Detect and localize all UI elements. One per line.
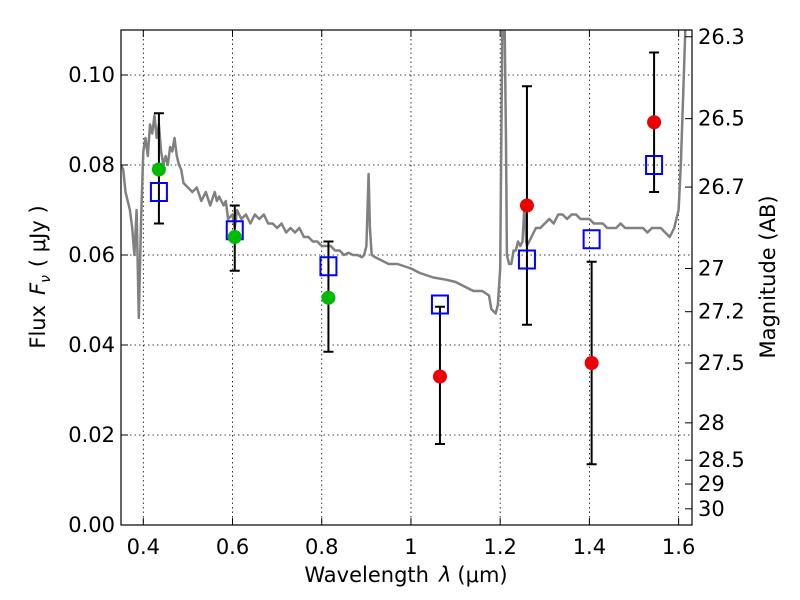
y2-tick-label: 27: [698, 257, 725, 281]
x-tick-label: 1: [404, 535, 417, 559]
y2-tick-label: 26.3: [698, 25, 745, 49]
y2-tick-label: 29: [698, 472, 725, 496]
y2-tick-label: 30: [698, 497, 725, 521]
green-point: [151, 162, 166, 177]
red-point: [584, 356, 599, 370]
x-tick-label: 1.2: [483, 535, 516, 559]
data-layer: [121, 30, 687, 466]
y-tick-label: 0.02: [68, 423, 115, 447]
x-tick-label: 1.4: [573, 535, 606, 559]
red-point: [647, 115, 662, 130]
x-tick-label: 1.6: [662, 535, 695, 559]
y2-tick-label: 28: [698, 411, 725, 435]
y-tick-label: 0.06: [68, 243, 115, 267]
y2-axis-label: Magnitude (AB): [756, 195, 780, 358]
y2-tick-label: 26.5: [698, 107, 745, 131]
x-tick-label: 0.8: [305, 535, 338, 559]
red-point: [432, 369, 447, 384]
green-point: [227, 230, 242, 244]
model-point: [517, 249, 536, 270]
axis-ticks: 0.4 0.6 0.8 1 1.2 1.4 1.6 0.00 0.02 0.04 0.06 0.08 0…: [68, 25, 745, 559]
spectrum-line: [121, 30, 687, 320]
y2-tick-label: 27.5: [698, 351, 745, 375]
y2-tick-label: 27.2: [698, 300, 745, 324]
x-tick-label: 0.6: [216, 535, 249, 559]
y2-tick-label: 28.5: [698, 448, 745, 472]
y-tick-label: 0.08: [68, 153, 115, 177]
x-tick-label: 0.4: [127, 535, 160, 559]
model-point: [430, 294, 449, 315]
model-point: [582, 229, 601, 250]
green-point: [321, 290, 336, 305]
plot-area-frame: [120, 29, 693, 526]
y-tick-label: 0.10: [68, 63, 115, 87]
red-point: [519, 198, 534, 213]
y-axis-label: FluxFν( μJy ): [26, 205, 54, 348]
model-point: [319, 256, 338, 277]
x-axis-label: Wavelength λ (μm): [304, 563, 507, 587]
model-point: [645, 155, 664, 175]
y2-tick-label: 26.7: [698, 175, 745, 199]
model-point: [149, 182, 168, 202]
y-tick-label: 0.04: [68, 333, 115, 357]
y-tick-label: 0.00: [68, 513, 115, 537]
